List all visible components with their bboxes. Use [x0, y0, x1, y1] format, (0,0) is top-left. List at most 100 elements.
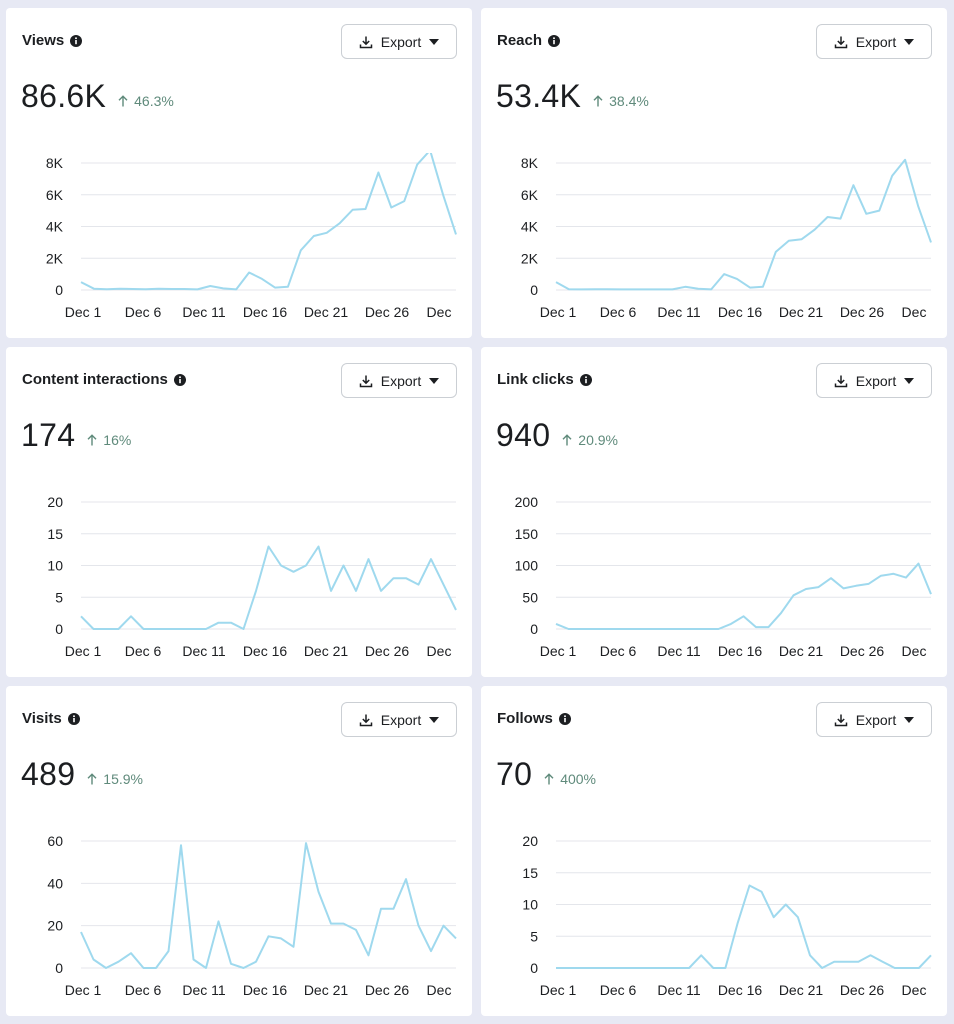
- y-tick-label: 2K: [521, 250, 539, 266]
- arrow-up-icon: [87, 434, 97, 446]
- metric-row: 70 400%: [496, 756, 596, 793]
- line-chart: 0 2K 4K 6K 8K Dec 1 Dec 6 Dec 11 Dec 16 Dec 21 Dec…: [46, 153, 457, 320]
- card-content-interactions: Content interactions Export 174 16% 0 5 10…: [6, 347, 472, 677]
- x-tick-label: Dec 16: [243, 643, 288, 659]
- y-tick-label: 0: [55, 621, 63, 637]
- metric-change-value: 400%: [560, 771, 597, 787]
- y-tick-label: 4K: [46, 219, 64, 235]
- y-tick-label: 15: [522, 865, 538, 881]
- card-title: Reach: [497, 32, 543, 49]
- card-header: Content interactions: [22, 371, 187, 388]
- y-tick-label: 10: [522, 897, 538, 913]
- x-tick-label: Dec: [427, 643, 452, 659]
- x-tick-label: Dec 11: [182, 643, 226, 659]
- info-icon[interactable]: [558, 712, 572, 726]
- x-tick-label: Dec 16: [243, 982, 288, 998]
- export-button[interactable]: Export: [816, 24, 932, 59]
- card-reach: Reach Export 53.4K 38.4% 0 2K 4K 6K 8K Dec 1 D…: [481, 8, 947, 338]
- info-icon[interactable]: [547, 34, 561, 48]
- export-button[interactable]: Export: [341, 24, 457, 59]
- series-line: [80, 153, 457, 291]
- metric-value: 174: [21, 417, 76, 453]
- download-icon: [359, 375, 373, 387]
- card-header: Follows: [497, 710, 572, 727]
- x-tick-label: Dec 21: [304, 982, 349, 998]
- export-label: Export: [380, 711, 422, 728]
- y-tick-label: 20: [47, 918, 63, 934]
- x-tick-label: Dec 1: [540, 982, 577, 998]
- card-header: Reach: [497, 32, 561, 49]
- card-title: Views: [22, 32, 65, 49]
- x-tick-label: Dec: [902, 982, 927, 998]
- card-title: Visits: [22, 710, 62, 727]
- x-tick-label: Dec 26: [840, 643, 885, 659]
- y-tick-label: 40: [47, 875, 63, 891]
- export-label: Export: [855, 711, 897, 728]
- metric-value: 940: [496, 417, 551, 453]
- x-tick-label: Dec 6: [125, 982, 162, 998]
- x-tick-label: Dec 21: [304, 643, 349, 659]
- y-tick-label: 8K: [521, 155, 539, 171]
- x-tick-label: Dec 11: [657, 643, 701, 659]
- line-chart: 0 5 10 15 20 Dec 1 Dec 6 Dec 11 Dec 16 Dec 21 Dec …: [522, 833, 932, 998]
- metric-change-value: 46.3%: [134, 93, 174, 109]
- export-button[interactable]: Export: [341, 363, 457, 398]
- card-header: Visits: [22, 710, 81, 727]
- export-button[interactable]: Export: [341, 702, 457, 737]
- x-tick-label: Dec 21: [304, 304, 349, 320]
- y-tick-label: 10: [47, 558, 63, 574]
- card-visits: Visits Export 489 15.9% 0 20 40 60 Dec 1 Dec …: [6, 686, 472, 1016]
- y-tick-label: 20: [47, 494, 63, 510]
- x-tick-label: Dec 1: [65, 643, 102, 659]
- info-icon[interactable]: [579, 373, 593, 387]
- arrow-up-icon: [118, 95, 128, 107]
- x-tick-label: Dec 11: [657, 304, 701, 320]
- y-tick-label: 5: [55, 589, 63, 605]
- y-tick-label: 5: [530, 928, 538, 944]
- info-icon[interactable]: [67, 712, 81, 726]
- arrow-up-icon: [87, 773, 97, 785]
- card-link-clicks: Link clicks Export 940 20.9% 0 50 100 150 20…: [481, 347, 947, 677]
- caret-down-icon: [904, 716, 915, 723]
- metric-change: 400%: [544, 771, 596, 787]
- caret-down-icon: [904, 377, 915, 384]
- metric-change: 46.3%: [118, 93, 174, 109]
- y-tick-label: 0: [530, 960, 538, 976]
- y-tick-label: 50: [522, 589, 538, 605]
- caret-down-icon: [904, 38, 915, 45]
- x-tick-label: Dec 16: [718, 643, 763, 659]
- x-tick-label: Dec 26: [840, 304, 885, 320]
- y-tick-label: 150: [515, 526, 539, 542]
- line-chart: 0 2K 4K 6K 8K Dec 1 Dec 6 Dec 11 Dec 16 Dec 21 Dec…: [521, 155, 932, 320]
- x-tick-label: Dec 11: [182, 982, 226, 998]
- metric-change-value: 15.9%: [103, 771, 143, 787]
- y-tick-label: 15: [47, 526, 63, 542]
- x-tick-label: Dec 26: [840, 982, 885, 998]
- download-icon: [834, 375, 848, 387]
- info-icon[interactable]: [69, 34, 83, 48]
- y-tick-label: 2K: [46, 250, 64, 266]
- y-tick-label: 6K: [521, 187, 539, 203]
- metric-change-value: 20.9%: [578, 432, 618, 448]
- export-button[interactable]: Export: [816, 363, 932, 398]
- card-title: Content interactions: [22, 371, 168, 388]
- line-chart: 0 5 10 15 20 Dec 1 Dec 6 Dec 11 Dec 16 Dec 21 Dec …: [47, 494, 457, 659]
- x-tick-label: Dec 11: [657, 982, 701, 998]
- metric-row: 86.6K 46.3%: [21, 78, 174, 115]
- caret-down-icon: [429, 38, 440, 45]
- x-tick-label: Dec 6: [125, 643, 162, 659]
- info-icon[interactable]: [173, 373, 187, 387]
- export-button[interactable]: Export: [816, 702, 932, 737]
- series-line: [555, 562, 932, 630]
- x-tick-label: Dec 6: [600, 304, 637, 320]
- x-tick-label: Dec 21: [779, 643, 824, 659]
- x-tick-label: Dec 1: [65, 982, 102, 998]
- metric-change-value: 38.4%: [609, 93, 649, 109]
- x-tick-label: Dec 1: [65, 304, 102, 320]
- x-tick-label: Dec 26: [365, 982, 410, 998]
- x-tick-label: Dec 21: [779, 304, 824, 320]
- y-tick-label: 0: [55, 282, 63, 298]
- y-tick-label: 0: [530, 621, 538, 637]
- metric-row: 53.4K 38.4%: [496, 78, 649, 115]
